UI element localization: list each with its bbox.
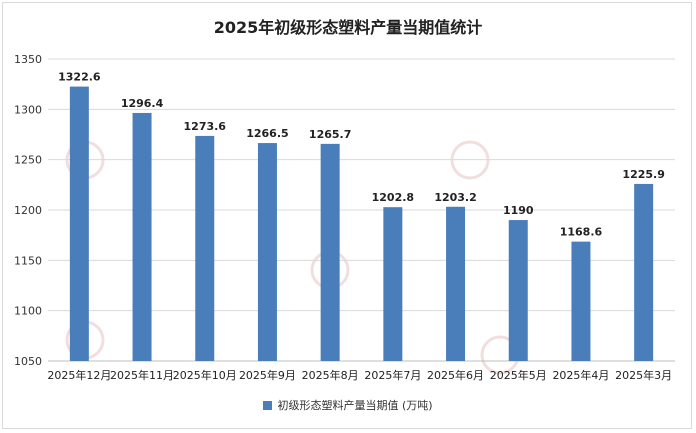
bars [69,86,654,361]
x-tick-label: 2025年4月 [552,368,609,382]
y-axis: 1050 1100 1150 1200 1250 1300 1350 [14,53,42,368]
data-label: 1273.6 [184,120,227,133]
x-tick-label: 2025年12月 [47,368,111,382]
bar [508,220,528,361]
y-tick-label: 1100 [14,305,42,318]
data-label: 1168.6 [560,226,603,239]
y-tick-label: 1300 [14,103,42,116]
data-label: 1225.9 [622,168,664,181]
y-tick-label: 1250 [14,154,42,167]
x-tick-label: 2025年7月 [364,368,421,382]
bar [195,135,215,361]
chart-title: 2025年初级形态塑料产量当期值统计 [213,18,483,37]
data-label: 1266.5 [246,127,288,140]
bar [446,206,466,361]
legend: 初级形态塑料产量当期值 (万吨) [0,397,696,413]
bar [571,241,591,361]
data-label: 1190 [503,204,534,217]
data-label: 1203.2 [434,191,476,204]
data-labels: 1322.6 1296.4 1273.6 1266.5 1265.7 1202.8 1203… [58,71,665,239]
bar [257,143,277,361]
x-tick-label: 2025年9月 [239,368,296,382]
x-tick-label: 2025年3月 [615,368,672,382]
y-tick-label: 1350 [14,53,42,66]
bar [383,207,403,361]
bar [320,143,340,361]
data-label: 1296.4 [121,97,164,110]
data-label: 1202.8 [372,191,414,204]
bar [132,112,152,361]
x-tick-label: 2025年5月 [490,368,547,382]
x-tick-label: 2025年6月 [427,368,484,382]
x-tick-label: 2025年10月 [173,368,237,382]
y-tick-label: 1200 [14,204,42,217]
bar [69,86,89,361]
data-label: 1322.6 [58,71,101,84]
y-tick-label: 1150 [14,254,42,267]
legend-swatch [263,400,273,410]
data-label: 1265.7 [309,128,351,141]
x-tick-label: 2025年8月 [302,368,359,382]
x-tick-label: 2025年11月 [110,368,174,382]
bar [634,183,654,361]
legend-label: 初级形态塑料产量当期值 (万吨) [277,399,433,412]
y-tick-label: 1050 [14,355,42,368]
gridlines [48,58,675,362]
